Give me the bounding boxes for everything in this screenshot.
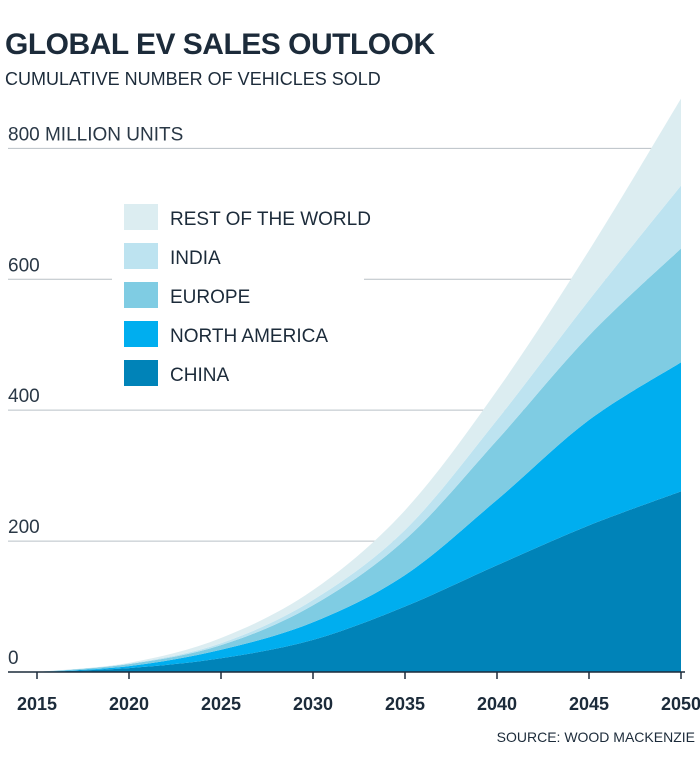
legend-swatch	[124, 243, 158, 269]
x-tick-label: 2040	[477, 694, 517, 714]
y-tick-label: 0	[8, 648, 19, 669]
legend-label: CHINA	[170, 365, 229, 386]
legend-label: NORTH AMERICA	[170, 326, 328, 347]
y-tick-label: 400	[8, 386, 40, 407]
area	[37, 362, 681, 672]
y-tick-label: 200	[8, 517, 40, 538]
area	[37, 248, 681, 672]
chart-title: GLOBAL EV SALES OUTLOOK	[5, 28, 435, 61]
x-tick-label: 2015	[17, 694, 57, 714]
x-tick-label: 2025	[201, 694, 241, 714]
legend-swatch	[124, 321, 158, 347]
area	[37, 98, 681, 673]
source: SOURCE: WOOD MACKENZIE	[497, 729, 695, 745]
legend-label: EUROPE	[170, 287, 250, 308]
x-tick-label: 2035	[385, 694, 425, 714]
legend-label: INDIA	[170, 248, 221, 269]
legend-swatch	[124, 360, 158, 386]
x-tick-label: 2030	[293, 694, 333, 714]
area	[37, 491, 681, 672]
legend-swatch	[124, 204, 158, 230]
y-tick-label: 800 MILLION UNITS	[8, 124, 183, 145]
x-tick-label: 2050	[661, 694, 700, 714]
legend-label: REST OF THE WORLD	[170, 209, 371, 230]
area	[37, 185, 681, 672]
x-tick-label: 2045	[569, 694, 609, 714]
x-tick-label: 2020	[109, 694, 149, 714]
y-tick-label: 600	[8, 255, 40, 276]
legend-swatch	[124, 282, 158, 308]
chart-subtitle: CUMULATIVE NUMBER OF VEHICLES SOLD	[5, 69, 381, 89]
